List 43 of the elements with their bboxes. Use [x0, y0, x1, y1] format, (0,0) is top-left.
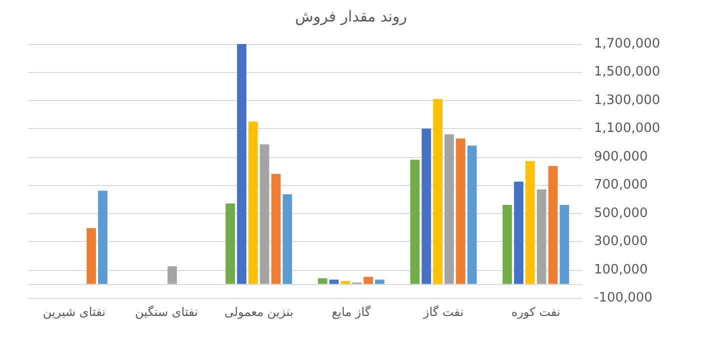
bar	[98, 190, 108, 284]
bar	[237, 44, 246, 284]
y-tick-label: 100,000	[594, 262, 648, 278]
y-tick-label: 1,500,000	[594, 64, 660, 80]
bar	[86, 228, 96, 284]
bar	[168, 266, 177, 284]
bar	[433, 99, 442, 284]
bar	[548, 166, 558, 284]
bar	[422, 128, 432, 284]
y-tick-label: 700,000	[594, 178, 648, 193]
bar	[329, 280, 339, 284]
y-tick-label: 500,000	[594, 206, 648, 221]
bar	[375, 280, 384, 284]
bar	[536, 189, 546, 284]
bar	[340, 281, 350, 284]
bar	[525, 161, 535, 284]
y-tick-label: 1,300,000	[594, 92, 660, 108]
y-tick-label: 1,700,000	[594, 36, 660, 52]
bar	[410, 160, 420, 284]
y-tick-label: 300,000	[594, 234, 648, 250]
bar	[560, 204, 570, 284]
x-tick-label: نفت گاز	[422, 305, 464, 319]
x-tick-label: نفت کوره	[511, 305, 560, 319]
bar	[502, 204, 512, 284]
y-tick-label: -100,000	[594, 290, 652, 306]
bar	[318, 278, 328, 284]
bar	[467, 146, 477, 284]
bar	[282, 194, 292, 284]
y-tick-label: 1,100,000	[594, 121, 660, 136]
y-tick-label: 900,000	[594, 149, 648, 164]
bar	[260, 144, 270, 284]
bar	[456, 138, 466, 284]
x-tick-label: گاز مایع	[332, 305, 371, 319]
bar	[226, 203, 235, 284]
bar	[514, 182, 524, 284]
bar	[364, 276, 373, 284]
bar	[248, 122, 258, 284]
bar	[444, 134, 454, 284]
x-tick-label: نفتای سنگین	[135, 305, 198, 319]
chart-title: روند مقدار فروش	[295, 8, 407, 26]
x-tick-label: نفتای شیرین	[42, 305, 106, 319]
x-tick-label: بنزین معمولی	[224, 305, 294, 319]
bar	[271, 174, 281, 284]
